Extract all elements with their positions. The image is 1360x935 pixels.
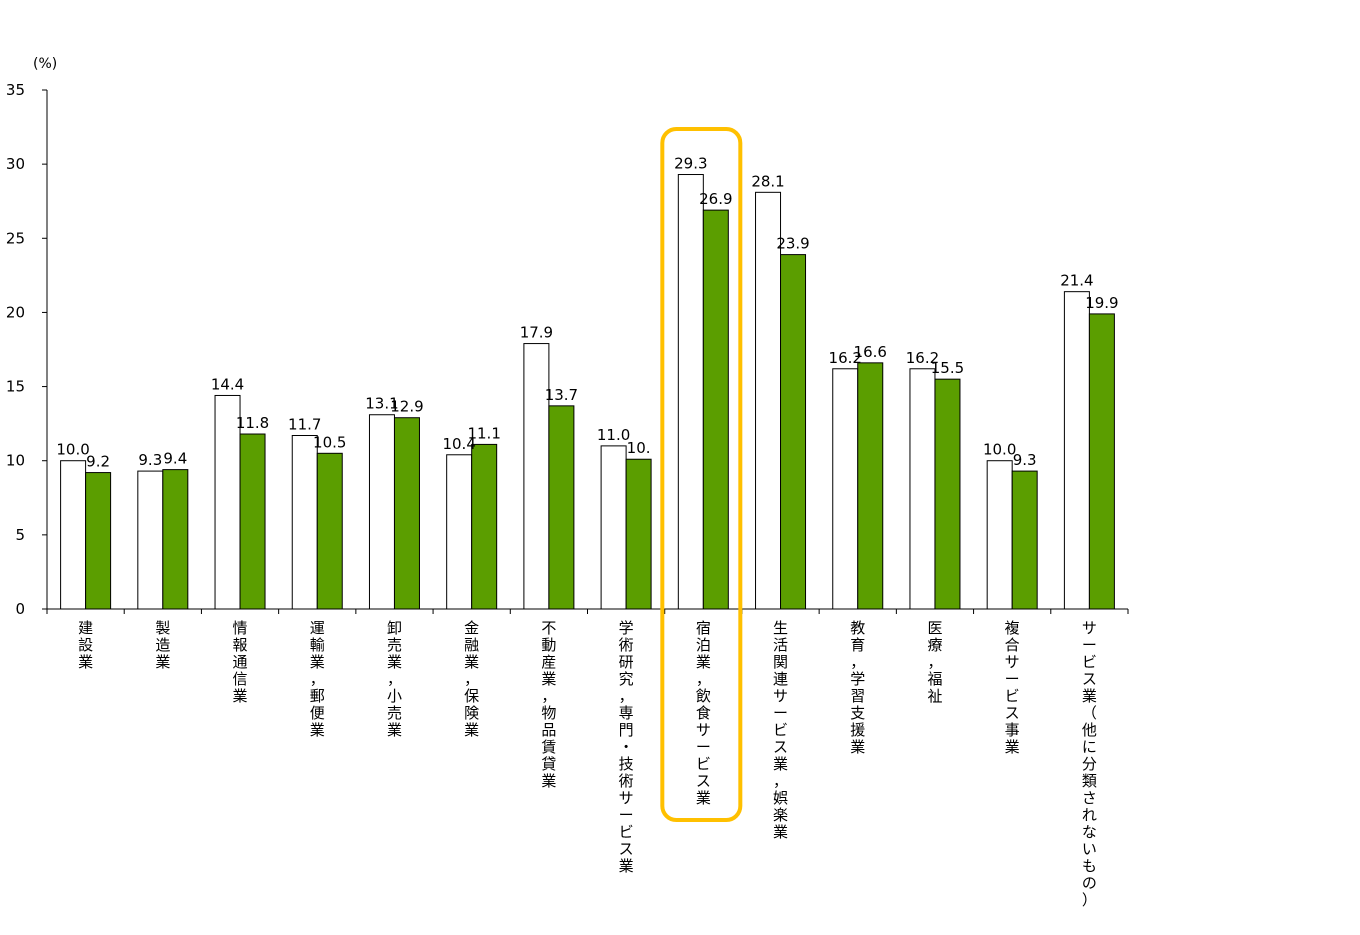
data-label-series2: 12.9 bbox=[390, 398, 423, 416]
data-label-series2: 10.5 bbox=[313, 433, 346, 451]
category-label: 宿泊業，飲食サービス業 bbox=[696, 619, 711, 807]
bar-series1 bbox=[832, 368, 859, 610]
category-label: 建設業 bbox=[78, 619, 93, 671]
bar-series1 bbox=[677, 174, 704, 610]
bar-series2 bbox=[780, 254, 807, 610]
data-label-series1: 17.9 bbox=[520, 324, 553, 342]
bar-series2 bbox=[316, 452, 343, 610]
data-label-series1: 29.3 bbox=[674, 155, 707, 173]
y-tick-label: 20 bbox=[6, 303, 25, 321]
data-label-series2: 26.9 bbox=[699, 190, 732, 208]
data-label-series2: 9.3 bbox=[1013, 451, 1037, 469]
category-label: 製造業 bbox=[155, 619, 170, 671]
data-label-series2: 11.8 bbox=[236, 414, 269, 432]
category-label: 学術研究，専門・技術サービス業 bbox=[619, 619, 634, 875]
bar-series2 bbox=[162, 469, 189, 610]
highlight-group bbox=[660, 127, 743, 822]
data-label-series2: 23.9 bbox=[776, 235, 809, 253]
data-label-series2: 9.4 bbox=[163, 450, 187, 468]
data-label-series2: 9.2 bbox=[86, 453, 110, 471]
category-label: 生活関連サービス業，娯楽業 bbox=[773, 619, 788, 841]
data-label-series1: 13.1 bbox=[365, 395, 398, 413]
unit-label: (%) bbox=[33, 56, 57, 72]
data-label-series1: 16.2 bbox=[906, 349, 939, 367]
y-tick-label: 35 bbox=[6, 81, 25, 99]
data-label-series1: 10.0 bbox=[983, 441, 1016, 459]
data-label-series2: 16.6 bbox=[854, 343, 887, 361]
data-label-series1: 10.4 bbox=[442, 435, 475, 453]
data-label-series1: 9.3 bbox=[138, 451, 162, 469]
y-tick-label: 5 bbox=[15, 526, 25, 544]
bar-series2 bbox=[857, 362, 884, 610]
bar-series1 bbox=[755, 191, 782, 610]
category-label: サービス業（他に分類されないもの） bbox=[1082, 619, 1097, 909]
highlight-box bbox=[660, 127, 743, 822]
data-label-series1: 28.1 bbox=[751, 172, 784, 190]
category-label: 運輸業，郵便業 bbox=[310, 619, 325, 739]
data-label-series2: 10. bbox=[627, 439, 651, 457]
bar-series1 bbox=[986, 460, 1013, 610]
y-tick-label: 30 bbox=[6, 155, 25, 173]
data-label-series1: 11.7 bbox=[288, 416, 321, 434]
category-label: 医療，福祉 bbox=[927, 619, 942, 705]
x-axis bbox=[46, 608, 1129, 614]
bar-series1 bbox=[1063, 291, 1090, 610]
bar-series1 bbox=[60, 460, 87, 610]
bar-series2 bbox=[702, 209, 729, 610]
data-label-series1: 10.0 bbox=[56, 441, 89, 459]
data-label-series1: 16.2 bbox=[829, 349, 862, 367]
bar-series1 bbox=[137, 470, 164, 610]
bar-series2 bbox=[239, 433, 266, 610]
data-label-series1: 11.0 bbox=[597, 426, 630, 444]
data-label-series1: 14.4 bbox=[211, 375, 244, 393]
bar-series1 bbox=[600, 445, 627, 610]
bar-series2 bbox=[934, 378, 961, 610]
bar-series2 bbox=[471, 443, 498, 610]
category-label: 不動産業，物品賃貸業 bbox=[541, 619, 556, 790]
bar-series1 bbox=[368, 414, 395, 610]
y-tick-label: 0 bbox=[15, 600, 25, 618]
category-labels-group: 建設業 製造業 情報通信業 運輸業，郵便業 卸売業，小売業 金融業，保険業 不動産業，物品賃… bbox=[78, 619, 1097, 909]
bar-series2 bbox=[85, 472, 112, 610]
data-label-series2: 11.1 bbox=[467, 424, 500, 442]
bar-series2 bbox=[548, 405, 575, 610]
bar-series1 bbox=[291, 435, 318, 610]
data-label-series2: 13.7 bbox=[545, 386, 578, 404]
data-label-series1: 21.4 bbox=[1060, 272, 1093, 290]
bar-series2 bbox=[1011, 470, 1038, 610]
data-label-series2: 15.5 bbox=[931, 359, 964, 377]
bar-series1 bbox=[909, 368, 936, 610]
category-label: 情報通信業 bbox=[233, 619, 248, 705]
y-axis: 0 5 10 15 20 25 30 35 bbox=[6, 81, 48, 618]
y-tick-label: 15 bbox=[6, 378, 25, 396]
y-tick-label: 25 bbox=[6, 229, 25, 247]
bar-series2 bbox=[393, 417, 420, 610]
data-label-series2: 19.9 bbox=[1085, 294, 1118, 312]
data-labels-group: 10.09.2 9.3 9.414.411.8 11.710.513.112.910.… bbox=[56, 155, 1118, 471]
bar-series2 bbox=[1088, 313, 1115, 610]
category-label: 教育，学習支援業 bbox=[850, 619, 865, 756]
bar-series1 bbox=[523, 343, 550, 610]
bar-series2 bbox=[625, 458, 652, 610]
bar-series1 bbox=[446, 454, 473, 610]
y-tick-label: 10 bbox=[6, 452, 25, 470]
category-label: 卸売業，小売業 bbox=[387, 619, 402, 739]
category-label: 複合サービス事業 bbox=[1005, 619, 1020, 756]
bars-group bbox=[60, 174, 1115, 610]
category-label: 金融業，保険業 bbox=[464, 619, 479, 739]
